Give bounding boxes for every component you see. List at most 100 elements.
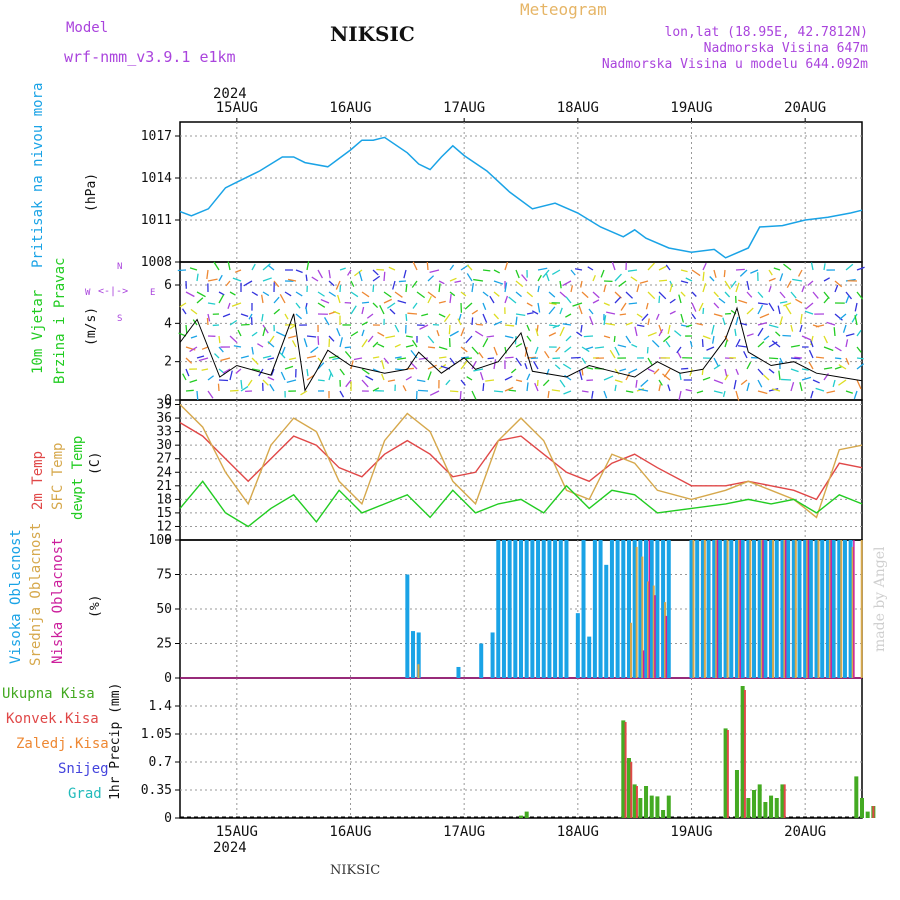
wind-arrow xyxy=(757,304,764,315)
wind-arrow xyxy=(614,273,622,282)
lonlat-text: lon,lat (18.95E, 42.7812N) xyxy=(664,25,869,40)
wind-arrow xyxy=(405,284,408,293)
compass-e: E xyxy=(150,288,156,298)
precip-total-bar xyxy=(649,795,654,818)
wind-arrow xyxy=(185,368,190,377)
wind-arrow xyxy=(559,326,565,337)
wind-arrow xyxy=(305,306,308,315)
cloud-high-bar xyxy=(405,574,410,678)
wind-arrow xyxy=(317,379,325,382)
precip-total-bar xyxy=(519,815,523,818)
wind-arrow xyxy=(653,368,660,375)
wind-arrow xyxy=(251,357,259,365)
wind-arrow xyxy=(460,379,466,386)
wind-arrow xyxy=(279,352,286,359)
wind-arrow xyxy=(665,264,671,271)
wind-arrow xyxy=(207,390,214,399)
cloud-high-bar xyxy=(530,540,535,678)
wind-arrow xyxy=(845,263,854,271)
precip-total-bar xyxy=(666,795,671,818)
wind-arrow xyxy=(533,360,539,370)
wind-arrow xyxy=(449,277,457,282)
wind-arrow xyxy=(260,294,264,304)
wind-arrow xyxy=(240,323,250,326)
wind-arrow xyxy=(233,345,242,348)
wind-arrow xyxy=(466,376,473,381)
wind-arrow xyxy=(474,330,484,337)
cloud-high-bar xyxy=(820,540,825,678)
cloud-mid-bar xyxy=(794,540,797,678)
wind-arrow xyxy=(234,269,242,273)
wind-arrow xyxy=(542,269,550,279)
station-title: NIKSIC xyxy=(330,22,415,46)
wind-arrow xyxy=(231,302,242,307)
cloud-mid-bar xyxy=(760,540,763,678)
wind-arrow xyxy=(317,362,325,370)
panel-frame-2 xyxy=(179,399,863,541)
wind-arrow xyxy=(655,313,660,320)
wind-arrow xyxy=(526,373,531,381)
wind-arrow xyxy=(515,291,522,298)
wind-arrow xyxy=(229,319,238,326)
cloud-high-bar xyxy=(536,540,541,678)
wind-arrow xyxy=(328,280,335,287)
wind-arrow xyxy=(702,271,705,282)
wind-arrow xyxy=(757,341,765,348)
wind-arrow xyxy=(493,269,501,274)
x-date-label-top: 17AUG xyxy=(443,100,485,116)
wind-arrow xyxy=(845,339,849,348)
wind-arrow xyxy=(403,269,407,279)
wind-arrow xyxy=(394,356,402,359)
wind-arrow xyxy=(207,302,216,305)
precip-label-snow: Snijeg xyxy=(58,761,109,777)
wind-arrow xyxy=(815,387,825,392)
wind-arrow xyxy=(757,368,764,376)
wind-arrow xyxy=(482,313,488,323)
wind-arrow xyxy=(665,340,671,348)
wind-arrow xyxy=(559,379,566,388)
wind-arrow xyxy=(443,313,451,323)
wind-arrow xyxy=(328,372,332,381)
wind-arrow xyxy=(394,291,403,298)
wind-arrow xyxy=(647,331,657,337)
wind-arrow xyxy=(339,337,343,348)
wind-arrow xyxy=(427,291,437,299)
wind-arrow xyxy=(591,390,594,399)
wind-arrow xyxy=(267,264,275,271)
wind-arrow xyxy=(722,390,726,398)
wind-arrow xyxy=(262,327,266,337)
wind-arrow xyxy=(493,320,503,326)
wind-arrow xyxy=(544,350,550,359)
wind-arrow xyxy=(337,294,341,304)
wind-arrow xyxy=(839,313,847,320)
wind-arrow xyxy=(189,267,198,271)
wind-arrow xyxy=(438,280,445,285)
wind-arrow xyxy=(734,328,737,337)
wind-arrow xyxy=(696,390,704,394)
cloud-mid-bar xyxy=(737,540,740,678)
wind-arrow xyxy=(730,280,737,288)
cloud-high-bar xyxy=(814,540,819,678)
wind-arrow xyxy=(460,291,467,297)
year-bottom: 2024 xyxy=(213,840,247,856)
cloud-high-bar xyxy=(763,540,768,678)
wind-arrow xyxy=(317,269,323,279)
wind-arrow xyxy=(530,357,539,360)
wind-arrow xyxy=(438,313,446,318)
wind-arrow xyxy=(405,376,412,381)
wind-arrow xyxy=(777,305,781,315)
wind-arrow xyxy=(504,335,514,339)
wind-arrow xyxy=(625,335,632,344)
wind-arrow xyxy=(485,379,495,382)
wind-arrow xyxy=(350,331,359,337)
wind-arrow xyxy=(365,375,374,381)
precip-total-bar xyxy=(746,798,751,818)
wind-arrow xyxy=(229,389,239,392)
wind-arrow xyxy=(810,340,814,348)
wind-arrow xyxy=(713,302,720,309)
wind-arrow xyxy=(482,383,485,392)
y-tick-label: 0 xyxy=(164,671,172,686)
precip-total-bar xyxy=(655,796,660,818)
wind-arrow xyxy=(678,294,682,304)
wind-arrow xyxy=(768,302,775,312)
